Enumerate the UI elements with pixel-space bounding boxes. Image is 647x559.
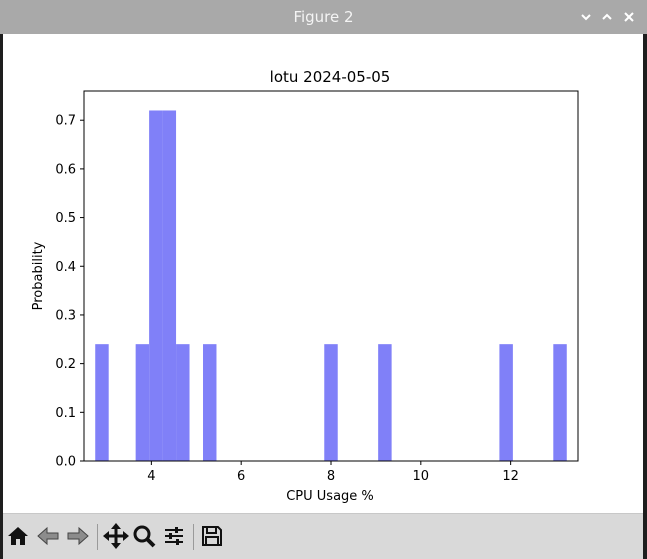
histogram-bar [324,344,338,461]
histogram-bar [203,344,217,461]
x-tick-label: 6 [237,469,245,484]
x-tick-label: 12 [502,469,519,484]
histogram-bar [135,344,150,461]
forward-icon [67,526,89,546]
maximize-button[interactable] [598,8,616,26]
home-button[interactable] [5,522,31,550]
zoom-button[interactable] [131,522,157,550]
pan-button[interactable] [103,522,129,550]
histogram-bar [162,110,177,461]
x-tick-label: 4 [147,469,155,484]
y-tick-label: 0.7 [55,114,76,129]
save-button[interactable] [199,522,225,550]
toolbar-separator [97,524,98,550]
y-tick-label: 0.0 [55,455,76,470]
minimize-icon [581,14,591,21]
zoom-icon [133,525,156,548]
pan-icon [103,523,129,549]
x-axis: 4 6 8 10 12 [147,461,519,484]
y-axis: 0.0 0.1 0.2 0.3 0.4 0.5 0.6 0.7 [55,114,84,470]
x-axis-label: CPU Usage % [286,489,374,504]
right-border [643,34,647,559]
figure-canvas[interactable]: lotu 2024-05-05 4 6 8 10 12 0.0 0.1 0.2 0.3 0.4 0… [0,34,647,513]
close-icon [624,12,634,22]
y-tick-label: 0.6 [55,162,76,177]
histogram-bar [176,344,190,461]
configure-subplots-icon [165,527,183,545]
bars-group [95,110,567,461]
histogram-bar [499,344,513,461]
histogram-bar [378,344,392,461]
x-tick-label: 10 [413,469,430,484]
x-tick-label: 8 [327,469,335,484]
y-tick-label: 0.2 [55,357,76,372]
histogram-bar [553,344,567,461]
chart-title: lotu 2024-05-05 [270,68,391,86]
y-tick-label: 0.1 [55,406,76,421]
y-tick-label: 0.4 [55,260,76,275]
histogram-bar [95,344,109,461]
histogram-chart: lotu 2024-05-05 4 6 8 10 12 0.00.10.20.30.40… [31,68,579,504]
forward-button[interactable] [65,522,91,550]
close-button[interactable] [620,8,638,26]
left-border [0,34,3,559]
navigation-toolbar [3,513,643,559]
histogram-bar [149,110,163,461]
title-bar[interactable]: Figure 2 [0,0,647,34]
save-icon [202,526,222,546]
back-button[interactable] [35,522,61,550]
home-icon [8,527,28,545]
window-title: Figure 2 [293,8,354,26]
y-tick-label: 0.5 [55,211,76,226]
toolbar-separator [193,524,194,550]
y-axis-label: Probability [31,241,46,310]
y-tick-label: 0.3 [55,308,76,323]
maximize-icon [602,13,612,20]
minimize-button[interactable] [577,8,595,26]
back-icon [37,526,59,546]
configure-subplots-button[interactable] [161,522,187,550]
